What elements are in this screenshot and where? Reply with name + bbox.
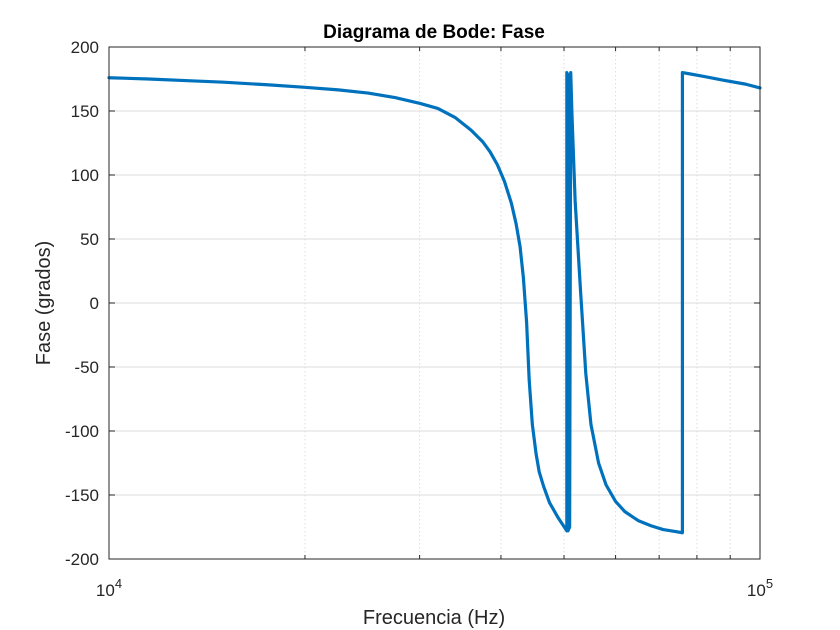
y-tick-labels: 200 150 100 50 0 -50 -100 -150 -200 (65, 38, 99, 569)
x-tick-label-base: 10 (747, 581, 766, 600)
y-tick-label: -150 (65, 486, 99, 505)
y-tick-label: 200 (71, 38, 99, 57)
tick-marks (108, 46, 761, 560)
y-tick-label: 150 (71, 102, 99, 121)
y-tick-label: 100 (71, 166, 99, 185)
y-tick-label: -50 (74, 358, 99, 377)
x-axis-label: Frecuencia (Hz) (363, 607, 505, 629)
x-tick-label-exponent: 5 (766, 576, 773, 591)
x-tick-label: 104 (96, 576, 122, 600)
chart-title: Diagrama de Bode: Fase (323, 22, 545, 43)
x-tick-label-base: 10 (96, 581, 115, 600)
series-line (107, 70, 762, 535)
x-tick-labels: 104 105 (96, 576, 773, 600)
grid (109, 47, 760, 559)
x-tick-label: 105 (747, 576, 773, 600)
x-tick-label-exponent: 4 (115, 576, 122, 591)
y-tick-label: 50 (80, 230, 99, 249)
y-tick-label: -200 (65, 550, 99, 569)
y-tick-label: 0 (90, 294, 99, 313)
y-tick-label: -100 (65, 422, 99, 441)
y-axis-label: Fase (grados) (33, 241, 55, 366)
series-layer (107, 70, 762, 535)
